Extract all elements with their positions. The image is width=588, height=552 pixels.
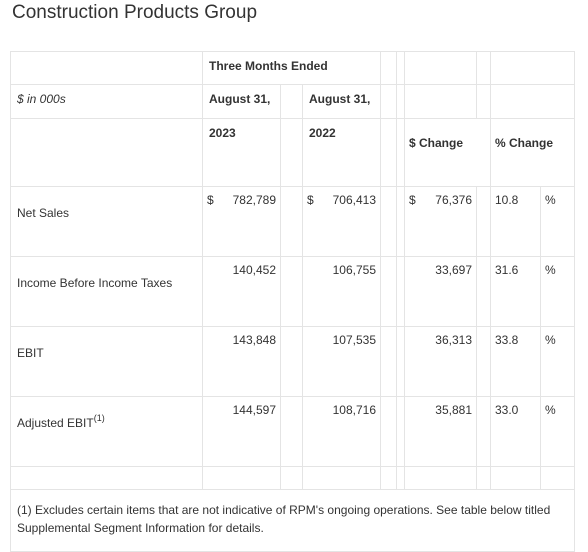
- footnote-row: (1) Excludes certain items that are not …: [10, 489, 575, 552]
- spacer-row: [10, 466, 575, 490]
- col-2023-year: 2023: [202, 118, 281, 187]
- value-2023: 144,597: [202, 396, 281, 467]
- dollar-change-value: 36,313: [404, 326, 477, 397]
- percent-change-value: 10.8: [490, 186, 541, 257]
- value-2022: 108,716: [302, 396, 381, 467]
- period-header: Three Months Ended: [202, 51, 381, 85]
- percent-sign: %: [540, 256, 575, 327]
- percent-change-value: 33.8: [490, 326, 541, 397]
- dollar-change-value: 35,881: [404, 396, 477, 467]
- row-label: Income Before Income Taxes: [10, 256, 203, 327]
- dollar-change-cell: $76,376: [404, 186, 477, 257]
- page-title: Construction Products Group: [12, 2, 258, 23]
- percent-sign: %: [540, 396, 575, 467]
- row-label: Net Sales: [10, 186, 203, 257]
- footnote-text: (1) Excludes certain items that are not …: [10, 489, 575, 552]
- percent-change-header: % Change: [490, 118, 575, 187]
- currency-sign: $: [207, 193, 214, 207]
- table-row: Net Sales $782,789 $706,413 $76,376 10.8…: [10, 186, 575, 257]
- currency-sign: $: [307, 193, 314, 207]
- table-row: EBIT 143,848 107,535 36,313 33.8 %: [10, 326, 575, 397]
- col-2022-year: 2022: [302, 118, 381, 187]
- units-label: $ in 000s: [10, 84, 203, 119]
- percent-sign: %: [540, 326, 575, 397]
- currency-sign: $: [409, 193, 416, 207]
- value-2023-cell: $782,789: [202, 186, 281, 257]
- value-2023: 782,789: [232, 193, 276, 207]
- value-2022: 107,535: [302, 326, 381, 397]
- percent-change-value: 31.6: [490, 256, 541, 327]
- value-2023: 143,848: [202, 326, 281, 397]
- dollar-change-value: 33,697: [404, 256, 477, 327]
- value-2022-cell: $706,413: [302, 186, 381, 257]
- col-2022-date: August 31,: [302, 84, 381, 119]
- percent-sign: %: [540, 186, 575, 257]
- table-row: Adjusted EBIT(1) 144,597 108,716 35,881 …: [10, 396, 575, 467]
- dollar-change-value: 76,376: [435, 193, 472, 207]
- value-2022: 106,755: [302, 256, 381, 327]
- row-label: EBIT: [10, 326, 203, 397]
- percent-change-value: 33.0: [490, 396, 541, 467]
- value-2023: 140,452: [202, 256, 281, 327]
- dollar-change-header: $ Change: [404, 118, 491, 187]
- footnote-marker: (1): [93, 413, 105, 423]
- financial-table: Three Months Ended $ in 000s August 31, …: [10, 51, 575, 552]
- row-label: Adjusted EBIT(1): [10, 396, 203, 467]
- table-row: Income Before Income Taxes 140,452 106,7…: [10, 256, 575, 327]
- header-row-dates: $ in 000s August 31, August 31,: [10, 84, 575, 119]
- col-2023-date: August 31,: [202, 84, 281, 119]
- value-2022: 706,413: [332, 193, 376, 207]
- header-row-years: 2023 2022 $ Change % Change: [10, 118, 575, 187]
- header-row-period: Three Months Ended: [10, 51, 575, 85]
